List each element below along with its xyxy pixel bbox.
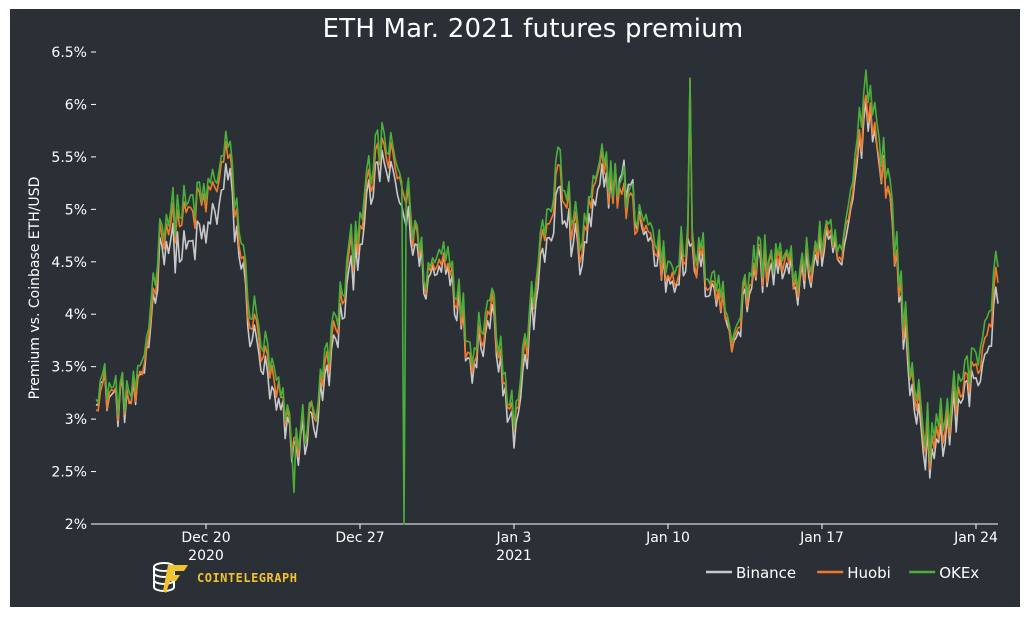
brand-logo: COINTELEGRAPH [153,562,297,593]
y-tick-label: 2.5% [51,465,87,481]
y-tick-label: 5.5% [51,150,87,166]
chart-panel [10,9,1020,607]
legend-label: Binance [736,564,796,582]
x-tick-label: Jan 17 [799,530,844,546]
y-tick-label: 6.5% [51,45,87,61]
legend-item-binance: Binance [706,564,796,582]
legend-label: OKEx [939,564,979,582]
series-line-huobi [95,77,999,470]
axes: 2% 2.5% 3% 3.5% 4% 4.5% 5% 5.5% 6% 6.5% Dec 20 2020… [51,45,998,564]
x-tick-label: Dec 27 [335,530,384,546]
x-tick-year-label: 2021 [496,548,532,564]
x-tick-label: Jan 3 [496,530,532,546]
legend: Binance Huobi OKEx [706,564,979,582]
y-axis-label: Premium vs. Coinbase ETH/USD [27,177,43,400]
x-tick-label: Jan 24 [953,530,998,546]
x-tick-label: Dec 20 [181,530,230,546]
y-tick-label: 3.5% [51,360,87,376]
brand-name: COINTELEGRAPH [197,571,297,585]
chart-title: ETH Mar. 2021 futures premium [322,14,744,44]
cointelegraph-logo-icon [153,562,188,593]
series-layer [95,69,999,525]
y-tick-label: 6% [65,97,87,113]
legend-item-huobi: Huobi [817,564,891,582]
y-tick-label: 5% [65,202,87,218]
legend-label: Huobi [847,564,891,582]
series-line-okex [95,69,999,525]
y-tick-label: 4.5% [51,255,87,271]
y-tick-label: 2% [65,517,87,533]
x-tick-label: Jan 10 [645,530,690,546]
y-tick-label: 4% [65,307,87,323]
x-tick-year-label: 2020 [188,548,224,564]
y-tick-label: 3% [65,412,87,428]
legend-item-okex: OKEx [909,564,979,582]
